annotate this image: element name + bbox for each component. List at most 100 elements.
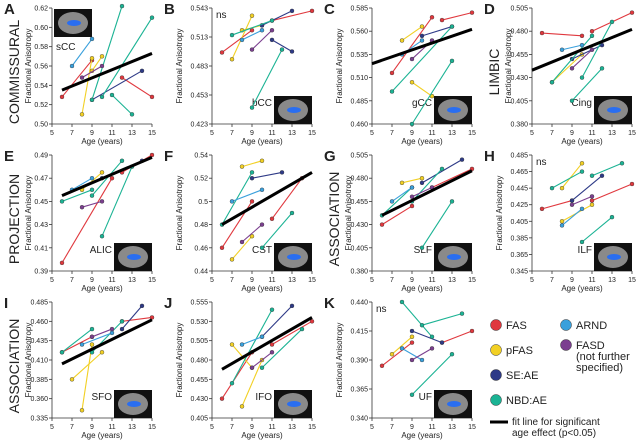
x-tick-label: 7 [550, 277, 554, 284]
data-point [379, 363, 385, 368]
x-tick-label: 9 [250, 130, 254, 137]
group-label: ASSOCIATION [6, 319, 22, 414]
x-axis-label: Age (years) [241, 284, 283, 293]
data-point [99, 94, 105, 100]
data-point [389, 89, 395, 94]
fit-line [61, 318, 153, 366]
data-point [439, 17, 445, 23]
legend-label: ARND [576, 320, 607, 332]
x-axis-label: Age (years) [81, 137, 123, 146]
tract-highlight [447, 107, 461, 113]
data-point [89, 342, 95, 347]
y-tick-label: 0.485 [30, 300, 48, 307]
data-point [309, 8, 315, 14]
data-point [419, 38, 425, 43]
x-tick-label: 7 [70, 277, 74, 284]
trajectory [411, 353, 453, 396]
x-tick-label: 15 [308, 277, 316, 284]
data-point [419, 357, 425, 363]
data-point [89, 193, 95, 198]
data-point [399, 346, 405, 351]
data-point [449, 199, 455, 204]
x-tick-label: 13 [448, 277, 456, 284]
y-tick-label: 0.52 [194, 176, 208, 183]
data-point [139, 68, 145, 74]
y-tick-label: 0.50 [34, 122, 48, 129]
x-tick-label: 9 [410, 277, 414, 284]
data-point [119, 326, 125, 332]
x-tick-label: 5 [210, 424, 214, 431]
data-point [89, 187, 95, 193]
x-tick-label: 5 [50, 277, 54, 284]
data-point [289, 49, 295, 54]
x-axis-label: Age (years) [401, 137, 443, 146]
y-tick-label: 0.435 [30, 338, 48, 345]
data-point [559, 219, 565, 224]
region-label: gCC [412, 98, 432, 109]
trajectory [541, 200, 573, 210]
trajectory [71, 351, 103, 380]
legend-swatch [490, 344, 502, 356]
data-point [99, 54, 105, 59]
trajectory [61, 59, 93, 98]
x-tick-label: 5 [50, 130, 54, 137]
data-point [79, 342, 85, 347]
trajectory [221, 351, 253, 399]
y-axis-label: Fractional Anisotropy [24, 29, 33, 104]
y-tick-label: 0.39 [34, 269, 48, 276]
x-tick-label: 9 [410, 424, 414, 431]
y-tick-label: 0.530 [190, 319, 208, 326]
y-axis-label: Fractional Anisotropy [175, 323, 184, 398]
tract-highlight [447, 254, 461, 260]
panel-letter: E [4, 148, 14, 165]
data-point [569, 202, 575, 207]
trajectory [441, 12, 473, 21]
trajectory [391, 16, 433, 74]
legend-swatch [560, 319, 572, 331]
data-point [249, 199, 255, 204]
trajectory [401, 26, 423, 41]
y-tick-label: 0.365 [510, 252, 528, 259]
y-tick-label: 0.430 [350, 222, 368, 229]
data-point [409, 194, 415, 199]
fit-line [61, 52, 153, 92]
data-point [579, 75, 585, 80]
x-tick-label: 7 [70, 424, 74, 431]
data-point [409, 185, 415, 190]
y-tick-label: 0.54 [194, 153, 208, 160]
trajectory [251, 29, 273, 50]
trajectory [551, 35, 593, 83]
data-point [129, 112, 135, 117]
data-point [569, 198, 575, 203]
data-point [119, 3, 125, 9]
trajectory [121, 77, 153, 98]
group-label: COMMISSURAL [6, 20, 22, 124]
data-point [589, 198, 595, 203]
trajectory [91, 5, 123, 101]
trajectory [81, 58, 93, 115]
tract-highlight [447, 401, 461, 407]
tract-highlight [607, 254, 621, 260]
tract-highlight [127, 254, 141, 260]
data-point [439, 166, 445, 172]
trajectory [401, 301, 433, 338]
data-point [579, 206, 585, 212]
data-point [619, 161, 625, 166]
data-point [109, 92, 115, 98]
data-point [299, 326, 305, 332]
data-point [259, 222, 265, 227]
data-point [99, 63, 105, 69]
trajectory [391, 336, 413, 355]
trajectory [121, 305, 143, 330]
data-point [589, 194, 595, 199]
data-point [89, 326, 95, 332]
trajectory [411, 347, 433, 361]
data-point [269, 350, 275, 355]
trajectory [571, 67, 603, 102]
panel-letter: J [164, 295, 172, 312]
region-label: Cing [571, 98, 592, 109]
trajectory [71, 177, 93, 191]
y-tick-label: 0.453 [190, 93, 208, 100]
y-axis-label: Fractional Anisotropy [335, 323, 344, 398]
y-tick-label: 0.49 [34, 153, 48, 160]
